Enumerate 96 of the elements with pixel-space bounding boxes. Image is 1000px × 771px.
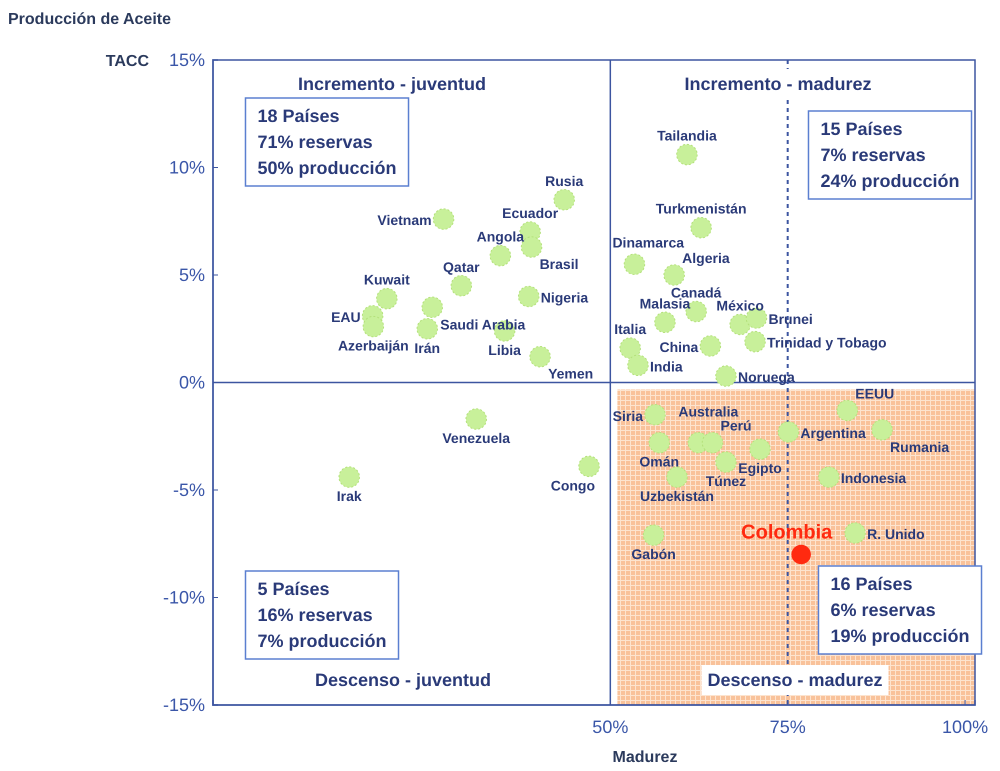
data-label: Italia	[614, 321, 646, 338]
point	[432, 208, 454, 230]
point	[490, 244, 512, 266]
point	[700, 335, 722, 357]
point	[778, 421, 800, 443]
point	[654, 312, 676, 334]
point	[644, 404, 666, 426]
data-label: Omán	[639, 454, 680, 470]
data-label: Venezuela	[442, 430, 510, 446]
series-label: Colombia	[741, 522, 834, 544]
point	[791, 544, 811, 564]
point	[362, 316, 384, 338]
y-tick-label: -15%	[162, 694, 205, 715]
data-label: Irán	[414, 340, 440, 356]
data-label: Australia	[678, 404, 738, 420]
data-label: Ecuador	[502, 205, 559, 221]
data-label: EAU	[331, 308, 361, 325]
y-tick-label: -5%	[172, 480, 205, 500]
point	[836, 400, 858, 422]
data-label: India	[650, 358, 683, 374]
data-label: Tailandia	[657, 128, 717, 144]
data-label: Irak	[336, 488, 362, 504]
point	[529, 346, 551, 368]
point	[624, 254, 646, 275]
point	[818, 466, 840, 488]
point	[676, 144, 698, 166]
y-tick-label: 0%	[178, 372, 205, 392]
point	[338, 466, 360, 488]
data-label: Rumania	[890, 438, 950, 455]
data-label: Qatar	[443, 258, 480, 275]
annotation: Incremento - juventud	[298, 74, 486, 94]
point	[871, 419, 893, 441]
data-label: EEUU	[855, 385, 894, 402]
data-label: Algeria	[682, 250, 730, 266]
point	[578, 456, 600, 478]
point	[450, 275, 472, 296]
point	[715, 451, 737, 473]
point	[416, 318, 438, 340]
data-label: China	[659, 338, 699, 355]
y-tick-label: 5%	[178, 264, 205, 285]
point	[666, 466, 688, 488]
annotation: 5 Países 16% reservas 7% producción	[257, 579, 387, 651]
annotation: Descenso - juventud	[314, 670, 492, 690]
annotation: 15 Países 7% reservas 24% producción	[820, 119, 960, 191]
chart-title: Producción de Aceite	[8, 11, 172, 28]
data-label: Angola	[476, 228, 524, 245]
data-label: Rusia	[545, 172, 584, 189]
point	[465, 408, 487, 430]
data-label: Trinidad y Tobago	[767, 334, 887, 351]
data-label: Brasil	[540, 256, 578, 272]
data-label: Azerbaiján	[338, 338, 409, 354]
data-label: Turkmenistán	[656, 200, 747, 217]
x-tick-label: 50%	[592, 717, 628, 738]
x-tick-label: 100%	[942, 717, 988, 738]
point	[749, 438, 771, 460]
annotation: Incremento - madurez	[684, 74, 872, 94]
data-label: Perú	[720, 418, 752, 434]
y-tick-label: -10%	[162, 587, 205, 608]
data-label: Siria	[612, 408, 644, 424]
annotation: 16 Países 6% reservas 19% producción	[830, 574, 970, 646]
y-tick-label: 15%	[168, 50, 205, 70]
data-label: México	[716, 297, 764, 314]
point	[421, 296, 443, 318]
y-tick-label: 10%	[168, 157, 205, 178]
point	[663, 264, 685, 286]
point	[690, 216, 712, 238]
point	[729, 314, 751, 336]
annotation: Descenso - madurez	[707, 670, 883, 690]
x-tick-label: 75%	[770, 717, 806, 738]
point	[376, 288, 398, 310]
point	[518, 286, 540, 308]
data-label: Gabón	[631, 546, 676, 562]
data-label: Dinamarca	[612, 234, 684, 250]
data-label: Argentina	[800, 424, 866, 441]
data-label: Nigeria	[540, 290, 588, 306]
data-label: Kuwait	[364, 272, 410, 288]
data-label: R. Unido	[867, 526, 925, 542]
point	[642, 524, 664, 546]
data-label: Yemen	[548, 366, 594, 382]
annotation: 18 Países 71% reservas 50% producción	[257, 106, 397, 178]
data-label: Libia	[488, 342, 522, 358]
data-label: Vietnam	[377, 212, 432, 228]
data-label: Congo	[550, 477, 596, 494]
point	[844, 522, 866, 544]
data-label: Indonesia	[840, 470, 906, 486]
data-label: Uzbekistán	[640, 488, 714, 504]
point	[715, 365, 737, 387]
point	[619, 337, 641, 359]
y-axis-title: TACC	[106, 53, 150, 70]
data-label: Noruega	[738, 369, 795, 386]
data-label: Brunei	[768, 311, 813, 327]
point	[744, 330, 766, 352]
point	[702, 432, 724, 454]
point	[627, 354, 649, 376]
point	[648, 432, 670, 454]
x-axis-title: Madurez	[612, 749, 678, 766]
